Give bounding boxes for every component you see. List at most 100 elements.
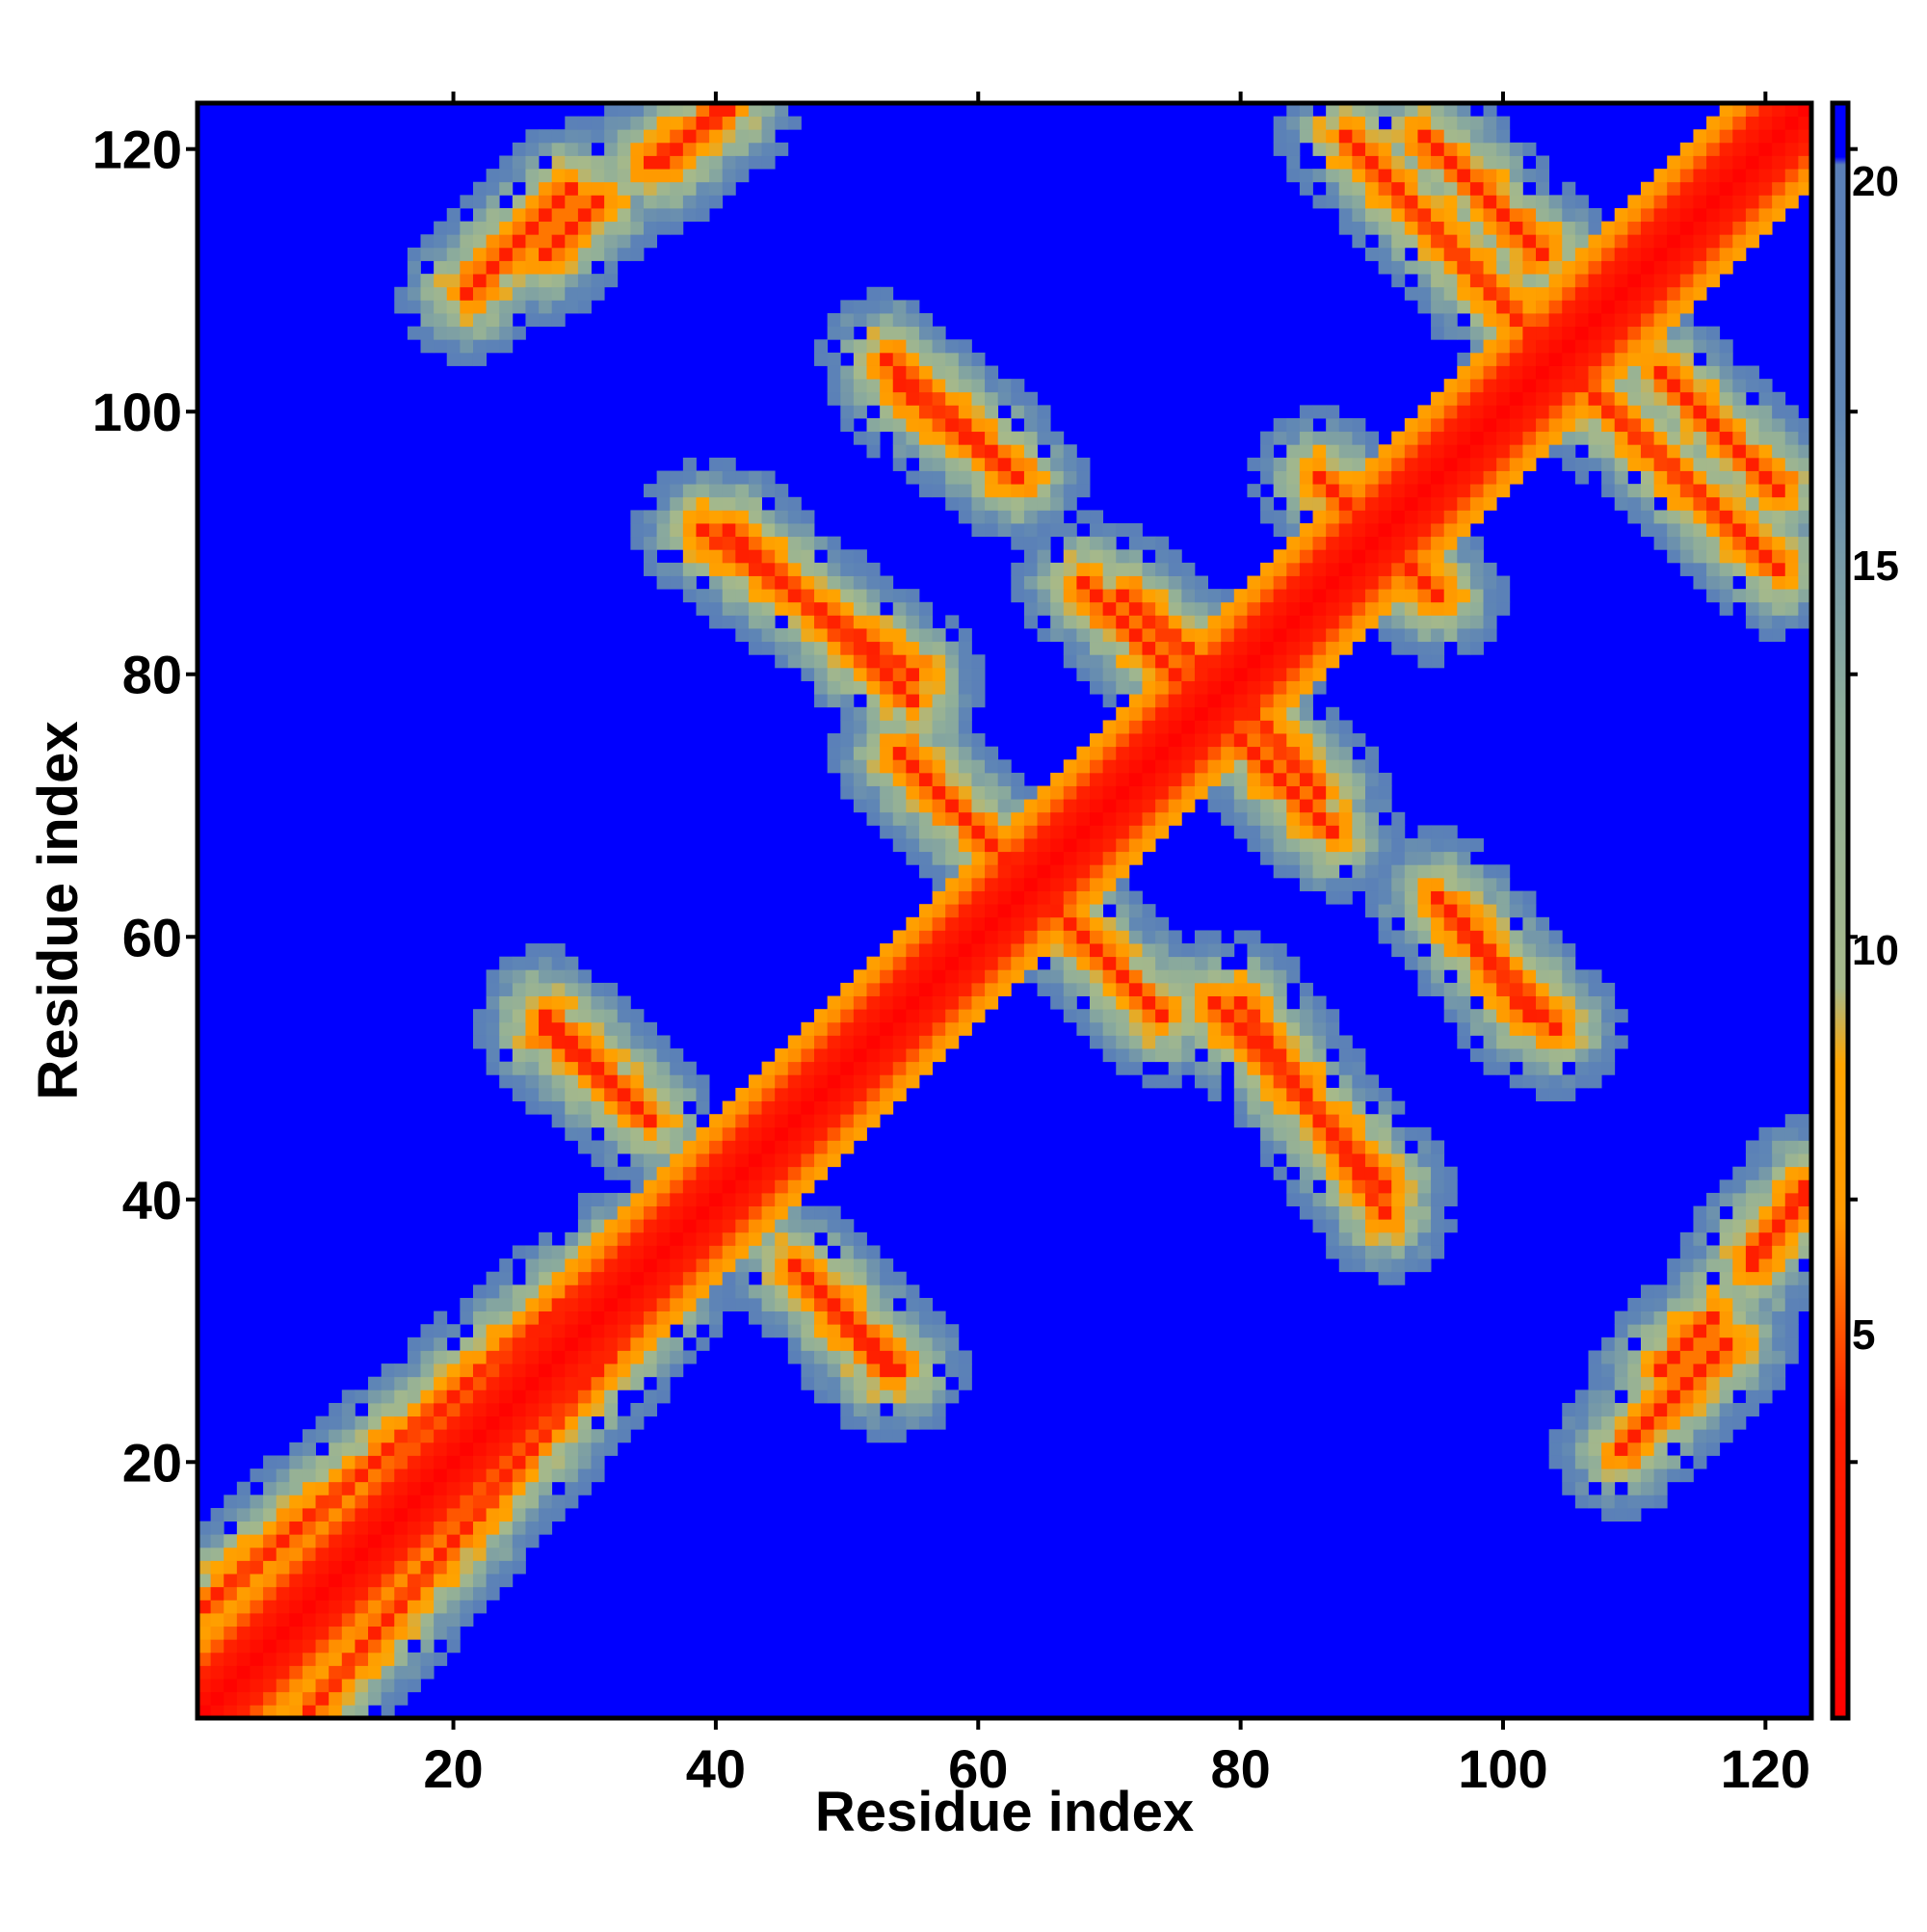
heatmap-cell xyxy=(263,1469,277,1482)
heatmap-cell xyxy=(1339,1167,1353,1180)
heatmap-cell xyxy=(1090,523,1103,537)
heatmap-cell xyxy=(224,1639,237,1653)
heatmap-cell xyxy=(1627,1469,1641,1482)
heatmap-cell xyxy=(565,1455,578,1469)
heatmap-cell xyxy=(592,1442,605,1456)
heatmap-cell xyxy=(644,1167,657,1180)
heatmap-cell xyxy=(604,1035,618,1048)
heatmap-cell xyxy=(971,943,985,957)
heatmap-cell xyxy=(525,1272,539,1285)
heatmap-cell xyxy=(1431,930,1444,943)
heatmap-cell xyxy=(749,563,762,576)
heatmap-cell xyxy=(578,1206,592,1220)
heatmap-cell xyxy=(1064,563,1077,576)
heatmap-cell xyxy=(945,366,959,380)
heatmap-cell xyxy=(1076,602,1090,616)
heatmap-cell xyxy=(867,589,881,602)
heatmap-cell xyxy=(525,1088,539,1101)
heatmap-cell xyxy=(735,576,749,590)
heatmap-cell xyxy=(1732,1403,1746,1416)
heatmap-cell xyxy=(867,707,881,721)
heatmap-cell xyxy=(355,1495,368,1508)
heatmap-cell xyxy=(1195,747,1208,760)
heatmap-cell xyxy=(945,432,959,445)
heatmap-cell xyxy=(552,1009,566,1022)
heatmap-cell xyxy=(893,786,907,800)
heatmap-cell xyxy=(1181,747,1195,760)
heatmap-cell xyxy=(775,1127,788,1141)
heatmap-cell xyxy=(1339,1206,1353,1220)
heatmap-cell xyxy=(1339,720,1353,733)
heatmap-cell xyxy=(1562,248,1575,261)
heatmap-cell xyxy=(670,1127,683,1141)
heatmap-cell xyxy=(945,681,959,695)
heatmap-cell xyxy=(933,812,946,826)
heatmap-cell xyxy=(1050,852,1064,865)
heatmap-cell xyxy=(880,1258,893,1272)
heatmap-cell xyxy=(1050,589,1064,602)
heatmap-cell xyxy=(513,169,526,182)
heatmap-cell xyxy=(552,1048,566,1062)
heatmap-cell xyxy=(1260,799,1274,812)
heatmap-cell xyxy=(368,1692,382,1706)
heatmap-cell xyxy=(985,917,998,931)
heatmap-cell xyxy=(1641,444,1654,458)
heatmap-cell xyxy=(565,1074,578,1088)
heatmap-cell xyxy=(735,1232,749,1246)
heatmap-cell xyxy=(1024,838,1038,852)
heatmap-cell xyxy=(1352,156,1365,170)
heatmap-cell xyxy=(893,642,907,655)
heatmap-cell xyxy=(1365,444,1379,458)
heatmap-cell xyxy=(1103,969,1117,983)
heatmap-cell xyxy=(775,589,788,602)
heatmap-cell xyxy=(421,1495,435,1508)
heatmap-cell xyxy=(1379,1088,1392,1101)
heatmap-cell xyxy=(1706,510,1720,523)
heatmap-cell xyxy=(933,1035,946,1048)
heatmap-cell xyxy=(1720,1298,1733,1311)
heatmap-cell xyxy=(237,1627,251,1640)
heatmap-cell xyxy=(1365,1153,1379,1167)
heatmap-cell xyxy=(316,1574,330,1587)
heatmap-cell xyxy=(329,1560,342,1574)
heatmap-cell xyxy=(1720,1284,1733,1298)
heatmap-cell xyxy=(1484,943,1497,957)
heatmap-cell xyxy=(539,1232,552,1246)
heatmap-cell xyxy=(1667,471,1680,485)
heatmap-cell xyxy=(906,1363,919,1377)
heatmap-cell xyxy=(1615,1416,1628,1430)
heatmap-cell xyxy=(1693,1324,1706,1337)
heatmap-cell xyxy=(1444,943,1458,957)
heatmap-cell xyxy=(749,1127,762,1141)
heatmap-cell xyxy=(408,1522,421,1535)
heatmap-cell xyxy=(1339,759,1353,773)
heatmap-cell xyxy=(408,1679,421,1692)
heatmap-cell xyxy=(683,1193,697,1206)
heatmap-cell xyxy=(1759,628,1773,642)
heatmap-cell xyxy=(1365,1167,1379,1180)
heatmap-cell xyxy=(1116,654,1129,668)
heatmap-cell xyxy=(854,1350,867,1363)
heatmap-cell xyxy=(1732,1298,1746,1311)
heatmap-cell xyxy=(539,1377,552,1390)
heatmap-cell xyxy=(1615,353,1628,366)
heatmap-cell xyxy=(644,222,657,235)
heatmap-cell xyxy=(250,1574,263,1587)
heatmap-cell xyxy=(1641,471,1654,485)
heatmap-cell xyxy=(604,1377,618,1390)
heatmap-cell xyxy=(1169,681,1182,695)
heatmap-cell xyxy=(867,432,881,445)
heatmap-cell xyxy=(1575,300,1589,313)
heatmap-cell xyxy=(592,1088,605,1101)
heatmap-cell xyxy=(670,1245,683,1258)
heatmap-cell xyxy=(513,1560,526,1574)
heatmap-cell xyxy=(1601,484,1615,497)
heatmap-cell xyxy=(1706,143,1720,156)
heatmap-cell xyxy=(683,523,697,537)
heatmap-cell xyxy=(1379,1167,1392,1180)
heatmap-cell xyxy=(1470,864,1484,878)
heatmap-cell xyxy=(487,1350,500,1363)
heatmap-cell xyxy=(539,1324,552,1337)
heatmap-cell xyxy=(762,129,776,143)
heatmap-cell xyxy=(525,143,539,156)
